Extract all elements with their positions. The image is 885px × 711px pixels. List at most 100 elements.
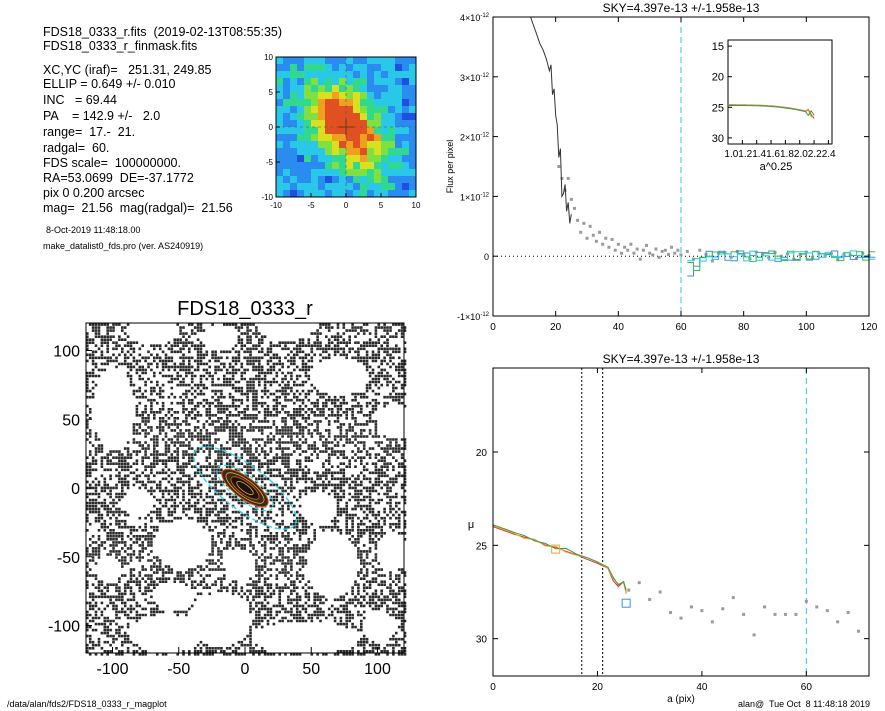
- heatmap-cell: [318, 162, 326, 170]
- flux-point: [663, 248, 667, 252]
- heatmap-cell: [353, 183, 361, 191]
- flux-point: [710, 259, 714, 263]
- x-tick-label: -5: [307, 201, 315, 210]
- flux-title: SKY=4.397e-13 +/-1.958e-13: [603, 1, 760, 15]
- heatmap-cell: [325, 120, 333, 128]
- heatmap-cell: [332, 155, 340, 163]
- inset-x-tick-labels: 1.01.21.41.61.82.02.22.4: [724, 149, 836, 160]
- heatmap-cell: [346, 64, 354, 72]
- heatmap-cell: [360, 106, 368, 114]
- x-tick-label: 0: [241, 661, 250, 678]
- heatmap-cell: [367, 64, 375, 72]
- flux-point: [607, 245, 611, 249]
- heatmap-cell: [311, 148, 319, 156]
- heatmap-cell: [339, 162, 347, 170]
- heatmap-cell: [276, 127, 284, 135]
- heatmap-cell: [325, 99, 333, 107]
- heatmap-cell: [325, 134, 333, 142]
- heatmap-cell: [339, 120, 347, 128]
- info-file: FDS18_0333_r.fits (2019-02-13T08:55:35): [43, 25, 283, 39]
- mu-point: [700, 609, 704, 613]
- flux-point: [616, 242, 620, 246]
- flux-point: [594, 239, 598, 243]
- heatmap-cell: [381, 92, 389, 100]
- y-tick-label: -100: [48, 619, 80, 636]
- heatmap-cell: [311, 190, 319, 198]
- heatmap-cell: [290, 64, 298, 72]
- heatmap-cell: [304, 127, 312, 135]
- heatmap-cell: [395, 57, 403, 65]
- heatmap-cell: [388, 169, 396, 177]
- heatmap-cell: [388, 134, 396, 142]
- x-tick-label: 60: [675, 322, 687, 333]
- heatmap-cell: [374, 85, 382, 93]
- heatmap-cell: [290, 71, 298, 79]
- heatmap-cell: [276, 99, 284, 107]
- x-tick-label: 100: [364, 661, 391, 678]
- mu-point: [658, 590, 662, 594]
- info-center: XC,YC (iraf)= 251.31, 249.85: [43, 63, 212, 77]
- heatmap-cell: [290, 127, 298, 135]
- heatmap-cell: [339, 99, 347, 107]
- flux-point: [651, 253, 655, 257]
- flux-point: [598, 230, 602, 234]
- flux-point: [670, 245, 674, 249]
- x-tick-label: 0: [490, 682, 496, 693]
- y-tick-label: -50: [57, 550, 80, 567]
- flux-point: [645, 243, 649, 247]
- heatmap-cell: [360, 120, 368, 128]
- heatmap-cell: [339, 183, 347, 191]
- heatmap-cell: [409, 106, 417, 114]
- mu-frame: [492, 367, 870, 677]
- heatmap-cell: [381, 134, 389, 142]
- y-tick-label: 2×10-12: [460, 133, 490, 143]
- heatmap-cell: [409, 120, 417, 128]
- heatmap-cell: [381, 127, 389, 135]
- heatmap-cell: [402, 64, 410, 72]
- x-tick-label: -100: [96, 661, 128, 678]
- heatmap-cell: [311, 85, 319, 93]
- heatmap-cell: [339, 176, 347, 184]
- heatmap-cell: [360, 190, 368, 198]
- heatmap-cell: [304, 92, 312, 100]
- flux-point: [648, 251, 652, 255]
- sky-trace: [687, 250, 876, 262]
- flux-point: [582, 221, 586, 225]
- heatmap-cell: [402, 99, 410, 107]
- flux-point: [660, 249, 664, 253]
- x-tick-label: 100: [798, 322, 815, 333]
- heatmap-cell: [346, 106, 354, 114]
- heatmap-cell: [353, 190, 361, 198]
- heatmap-cell: [367, 169, 375, 177]
- heatmap-cell: [339, 92, 347, 100]
- info-scale: FDS scale= 100000000.: [43, 156, 181, 170]
- heatmap-cell: [402, 57, 410, 65]
- heatmap-cell: [311, 127, 319, 135]
- y-tick-label: 0: [71, 481, 80, 498]
- heatmap-cell: [318, 141, 326, 149]
- heatmap-cell: [381, 99, 389, 107]
- mu-point: [815, 605, 819, 609]
- heatmap-cell: [346, 169, 354, 177]
- flux-point: [635, 247, 639, 251]
- heatmap-cell: [374, 71, 382, 79]
- heatmap-cell: [367, 183, 375, 191]
- heatmap-cell: [325, 64, 333, 72]
- heatmap-cell: [360, 127, 368, 135]
- flux-point: [579, 230, 583, 234]
- heatmap-cell: [360, 78, 368, 86]
- mu-point: [857, 629, 861, 633]
- heatmap-cell: [402, 162, 410, 170]
- heatmap-cell: [346, 92, 354, 100]
- heatmap-cell: [374, 64, 382, 72]
- heatmap-cell: [311, 169, 319, 177]
- mu-xlabel: a (pix): [667, 694, 695, 705]
- heatmap-cell: [360, 85, 368, 93]
- heatmap-cell: [381, 169, 389, 177]
- flux-profile-line: [530, 16, 572, 224]
- mu-point: [804, 599, 808, 603]
- heatmap-cell: [304, 85, 312, 93]
- heatmap-cell: [388, 113, 396, 121]
- heatmap-cell: [318, 99, 326, 107]
- heatmap-cell: [353, 85, 361, 93]
